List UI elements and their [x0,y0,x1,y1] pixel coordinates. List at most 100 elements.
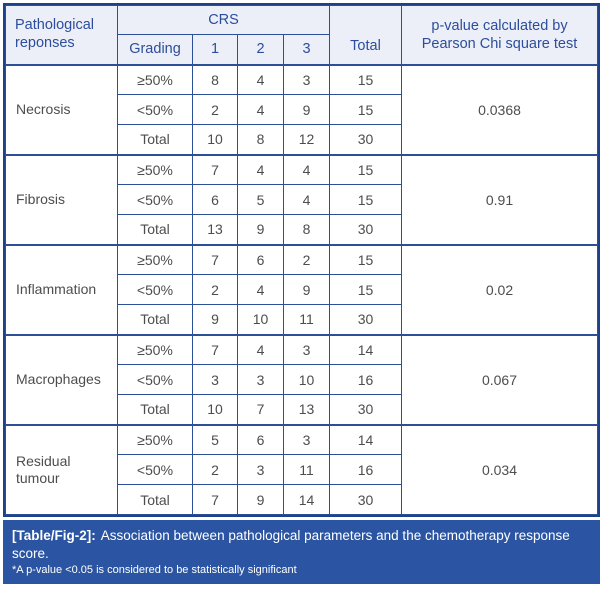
crs-2-value: 9 [237,214,284,245]
row-total-value: 16 [329,454,402,485]
grading-label: Total [117,124,193,155]
row-total-value: 16 [329,364,402,395]
crs-2-value: 7 [237,394,284,425]
grading-label: <50% [117,94,193,125]
crs-1-value: 10 [192,124,238,155]
crs-2-value: 6 [237,243,284,275]
crs-2-value: 3 [237,454,284,485]
table-row: Total 10 7 13 30 [6,394,598,425]
crs-1-value: 7 [192,153,238,185]
crs-3-value: 3 [283,423,330,455]
header-crs-3: 3 [283,34,330,65]
grading-label: Total [117,304,193,335]
crs-2-value: 8 [237,124,284,155]
crs-2-value: 4 [237,333,284,365]
row-total-value: 15 [329,94,402,125]
crs-1-value: 6 [192,184,238,215]
crs-3-value: 3 [283,333,330,365]
figure-page: Pathological reponses CRS Total p-value … [3,3,600,585]
row-total-value: 30 [329,394,402,425]
grading-label: ≥50% [117,243,193,275]
grading-label: <50% [117,274,193,305]
crs-3-value: 4 [283,184,330,215]
grading-label: Total [117,394,193,425]
grading-label: ≥50% [117,153,193,185]
row-total-value: 30 [329,484,402,515]
caption-label: [Table/Fig-2]: [12,528,96,543]
crs-1-value: 2 [192,454,238,485]
grading-label: Total [117,214,193,245]
crs-2-value: 3 [237,364,284,395]
section-name: Macrophages [5,333,118,425]
header-total: Total [329,5,402,65]
crs-3-value: 8 [283,214,330,245]
crs-3-value: 10 [283,364,330,395]
grading-label: <50% [117,364,193,395]
header-pathological-responses: Pathological reponses [5,5,118,65]
p-value: 0.02 [401,243,598,335]
table-row: Total 9 10 11 30 [6,304,598,335]
crs-3-value: 9 [283,94,330,125]
table-row: Macrophages ≥50% 7 4 3 14 0.067 [5,333,598,425]
crs-1-value: 2 [192,94,238,125]
row-total-value: 15 [329,184,402,215]
table-row: Total 13 9 8 30 [6,214,598,245]
section-name: Fibrosis [5,153,118,245]
crs-3-value: 14 [283,484,330,515]
crs-1-value: 7 [192,243,238,275]
grading-label: Total [117,484,193,515]
grading-label: ≥50% [117,423,193,455]
table-row: <50% 2 4 9 15 [6,274,598,305]
crs-3-value: 3 [283,63,330,95]
section-name: Residual tumour [5,423,118,515]
row-total-value: 14 [329,423,402,455]
crs-2-value: 9 [237,484,284,515]
grading-label: <50% [117,454,193,485]
table-caption: [Table/Fig-2]: Association between pathol… [3,520,600,585]
crs-3-value: 9 [283,274,330,305]
p-value: 0.067 [401,333,598,425]
crs-2-value: 4 [237,274,284,305]
crs-1-value: 10 [192,394,238,425]
header-grading: Grading [117,34,193,65]
table-row: Total 7 9 14 30 [6,484,598,515]
crs-2-value: 4 [237,153,284,185]
crs-1-value: 3 [192,364,238,395]
crs-1-value: 2 [192,274,238,305]
row-total-value: 30 [329,124,402,155]
crs-2-value: 4 [237,63,284,95]
header-crs: CRS [117,5,330,35]
row-total-value: 14 [329,333,402,365]
crs-1-value: 13 [192,214,238,245]
crs-3-value: 13 [283,394,330,425]
table-row: Fibrosis ≥50% 7 4 4 15 0.91 [5,153,598,245]
crs-3-value: 4 [283,153,330,185]
table-outer-border: Pathological reponses CRS Total p-value … [3,3,600,517]
table-row: Necrosis ≥50% 8 4 3 15 0.0368 [5,63,598,155]
table-row: Residual tumour ≥50% 5 6 3 14 0.034 [5,423,598,515]
header-crs-2: 2 [237,34,284,65]
crs-3-value: 12 [283,124,330,155]
row-total-value: 15 [329,63,402,95]
header-crs-1: 1 [192,34,238,65]
caption-text: Association between pathological paramet… [12,528,570,561]
crs-1-value: 7 [192,333,238,365]
p-value: 0.034 [401,423,598,515]
table-row: <50% 6 5 4 15 [6,184,598,215]
row-total-value: 15 [329,153,402,185]
row-total-value: 15 [329,243,402,275]
p-value: 0.91 [401,153,598,245]
crs-2-value: 6 [237,423,284,455]
table-row: Inflammation ≥50% 7 6 2 15 0.02 [5,243,598,335]
crs-1-value: 5 [192,423,238,455]
crs-1-value: 7 [192,484,238,515]
grading-label: <50% [117,184,193,215]
caption-footnote: *A p-value <0.05 is considered to be sta… [12,564,297,577]
row-total-value: 15 [329,274,402,305]
table-row: <50% 2 3 11 16 [6,454,598,485]
section-name: Necrosis [5,63,118,155]
crs-1-value: 9 [192,304,238,335]
header-p-value: p-value calculated by Pearson Chi square… [401,5,598,65]
caption-line: [Table/Fig-2]: Association between pathol… [12,527,591,562]
grading-label: ≥50% [117,333,193,365]
